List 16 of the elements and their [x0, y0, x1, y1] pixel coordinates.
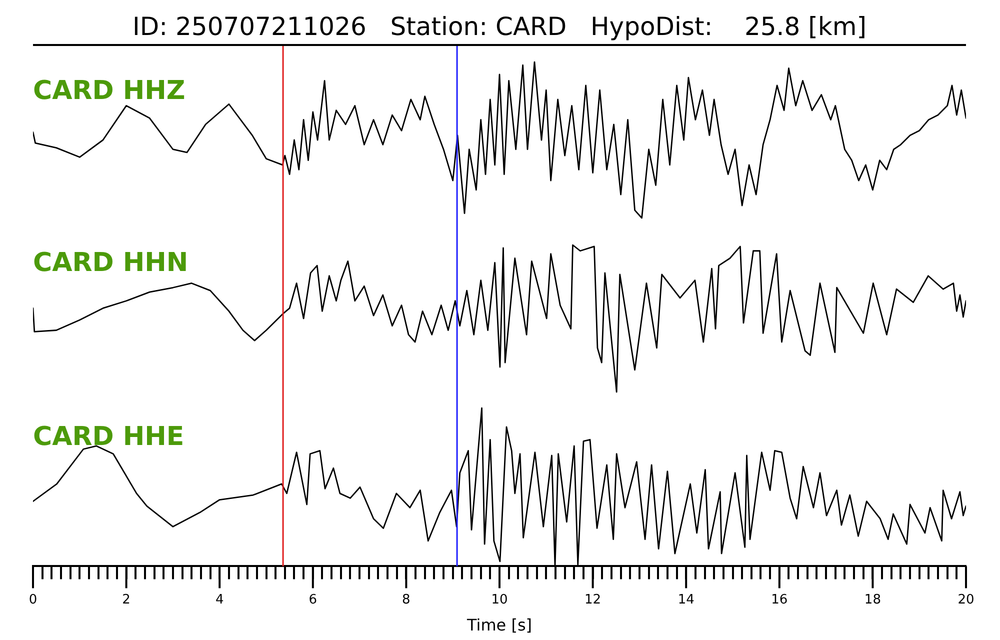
x-tick-label: 14: [678, 592, 694, 608]
chart-title: ID: 250707211026 Station: CARD HypoDist: 25.8 [km]: [33, 0, 966, 46]
series-label: CARD HHZ: [33, 76, 186, 106]
x-tick-label: 18: [864, 592, 881, 608]
x-tick-label: 8: [402, 592, 410, 608]
series-label: CARD HHE: [33, 422, 184, 452]
x-axis-title: Time [s]: [466, 616, 532, 635]
x-tick-label: 12: [584, 592, 602, 608]
x-tick-label: 6: [308, 592, 318, 608]
series-label: CARD HHN: [33, 248, 188, 278]
x-tick-label: 0: [28, 592, 38, 608]
x-tick-label: 2: [122, 592, 130, 608]
x-tick-label: 20: [958, 592, 974, 608]
x-tick-label: 16: [771, 592, 788, 608]
x-tick-label: 10: [491, 592, 508, 608]
x-tick-label: 4: [215, 592, 224, 608]
